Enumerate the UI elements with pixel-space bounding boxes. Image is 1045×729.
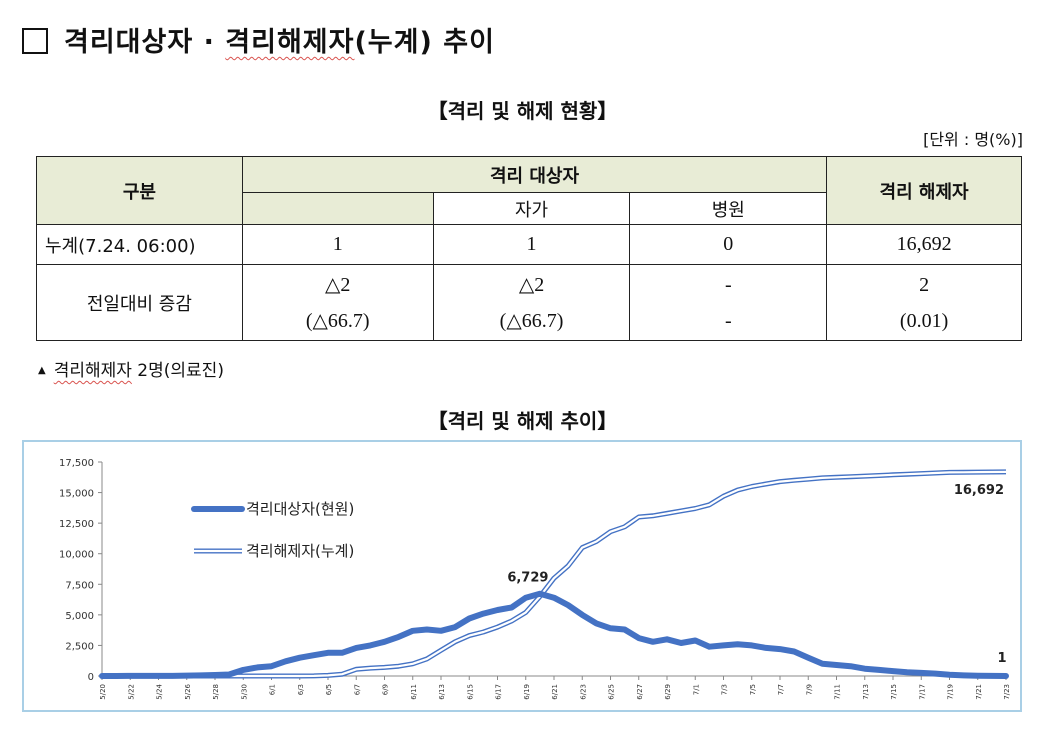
page-heading: 격리대상자 · 격리해제자(누계) 추이 <box>22 20 495 59</box>
x-tick-label: 6/17 <box>495 684 503 700</box>
x-tick-label: 5/26 <box>184 683 192 699</box>
y-tick-label: 12,500 <box>59 519 94 530</box>
x-tick-label: 6/11 <box>410 684 418 700</box>
cell-change-released: 2 (0.01) <box>826 264 1022 341</box>
legend-label-released: 격리해제자(누계) <box>246 542 354 560</box>
released-end-label: 16,692 <box>954 483 1004 498</box>
x-tick-label: 5/24 <box>156 683 164 699</box>
x-tick-label: 5/30 <box>240 684 248 700</box>
cell-total-released: 16,692 <box>826 224 1022 265</box>
cell-change-hospital: - - <box>629 264 828 341</box>
series-lines <box>99 469 1009 679</box>
chart-legend: 격리대상자(현원) 격리해제자(누계) <box>191 500 354 560</box>
x-tick-label: 6/15 <box>466 684 474 700</box>
row-label-total: 누계(7.24. 06:00) <box>36 224 243 265</box>
change-percent: (△66.7) <box>305 309 370 332</box>
x-tick-label: 7/3 <box>721 684 729 695</box>
x-tick-label: 7/15 <box>890 684 898 700</box>
chart-frame: 0 2,500 5,000 7,500 10,000 12,500 15,000 17,500… <box>22 440 1022 712</box>
chart-axes <box>101 462 1006 677</box>
legend-label-current: 격리대상자(현원) <box>246 500 354 518</box>
x-tick-label: 6/13 <box>438 684 446 700</box>
x-tick-label: 6/9 <box>382 684 390 695</box>
cell-total-isolated: 1 <box>241 224 434 265</box>
y-tick-label: 17,500 <box>59 458 94 469</box>
x-tick-label: 6/1 <box>269 684 277 695</box>
x-tick-label: 7/23 <box>1003 684 1011 700</box>
y-tick-label: 10,000 <box>59 550 94 561</box>
y-tick-label: 2,500 <box>65 641 94 652</box>
x-tick-label: 6/23 <box>579 684 587 700</box>
x-tick-label: 6/7 <box>353 684 361 695</box>
header-hospital: 병원 <box>629 192 828 225</box>
y-tick-label: 7,500 <box>65 580 94 591</box>
isolation-status-table: 구분 격리 대상자 격리 해제자 자가 병원 누계(7.24. 06:00) 1… <box>36 156 1022 341</box>
peak-data-label: 6,729 <box>507 571 548 586</box>
series-line-released-inner <box>102 470 1007 678</box>
change-percent: (△66.7) <box>499 309 564 332</box>
heading-text-c: (누계) 추이 <box>354 27 495 58</box>
series-line-current <box>99 590 1009 679</box>
header-blank <box>241 192 434 225</box>
change-percent: - <box>724 309 732 332</box>
checkbox-square-icon <box>22 28 48 54</box>
change-value: △2 <box>325 273 351 296</box>
x-tick-label: 7/11 <box>834 684 842 700</box>
trend-chart: 0 2,500 5,000 7,500 10,000 12,500 15,000 17,500… <box>59 458 1011 700</box>
header-isolated: 격리 대상자 <box>241 156 828 193</box>
x-tick-label: 7/17 <box>918 684 926 700</box>
chart-title: 【격리 및 해제 추이】 <box>427 409 618 433</box>
x-tick-label: 7/1 <box>692 684 700 695</box>
cell-change-self: △2 (△66.7) <box>432 264 631 341</box>
x-tick-label: 7/9 <box>805 684 813 695</box>
footnote-text-a: 격리해제자 <box>53 361 132 381</box>
x-tick-label: 5/20 <box>99 684 107 700</box>
x-tick-label: 7/5 <box>749 684 757 695</box>
cell-total-hospital: 0 <box>629 224 828 265</box>
series-line-released <box>102 469 1007 679</box>
unit-label: [단위 : 명(%)] <box>923 130 1023 149</box>
x-tick-label: 6/19 <box>523 684 531 700</box>
change-value: - <box>724 273 732 296</box>
table-row: 전일대비 증감 △2 (△66.7) △2 (△66.7) - - 2 (0.0… <box>36 264 1022 341</box>
x-tick-label: 5/28 <box>212 684 220 700</box>
x-tick-label: 6/29 <box>664 684 672 700</box>
x-tick-label: 7/7 <box>777 684 785 695</box>
row-label-change: 전일대비 증감 <box>36 264 243 341</box>
x-tick-label: 6/21 <box>551 684 559 700</box>
cell-change-isolated: △2 (△66.7) <box>241 264 434 341</box>
table-row: 누계(7.24. 06:00) 1 1 0 16,692 <box>36 224 1022 265</box>
header-released: 격리 해제자 <box>826 156 1022 225</box>
change-percent: (0.01) <box>899 309 949 332</box>
y-tick-label: 0 <box>88 672 94 683</box>
y-tick-label: 15,000 <box>59 489 94 500</box>
x-tick-label: 6/27 <box>636 684 644 700</box>
heading-text-b: 격리해제자 <box>225 27 355 58</box>
cell-total-self: 1 <box>432 224 631 265</box>
bullet-icon: ▲ <box>38 365 46 376</box>
y-axis-ticks: 0 2,500 5,000 7,500 10,000 12,500 15,000 17,500 <box>59 458 102 683</box>
header-category: 구분 <box>36 156 243 225</box>
x-tick-label: 6/3 <box>297 684 305 695</box>
table-title: 【격리 및 해제 현황】 <box>427 99 618 123</box>
x-tick-label: 5/22 <box>127 684 135 700</box>
x-tick-label: 7/19 <box>947 684 955 700</box>
footnote-text-b: 2명(의료진) <box>131 361 224 381</box>
header-self: 자가 <box>432 192 631 225</box>
heading-text-a: 격리대상자 · <box>64 27 226 58</box>
x-tick-label: 6/5 <box>325 684 333 695</box>
current-end-label: 1 <box>997 651 1006 666</box>
footnote: ▲ 격리해제자 2명(의료진) <box>38 356 224 381</box>
change-value: △2 <box>518 273 545 296</box>
y-tick-label: 5,000 <box>65 611 94 622</box>
x-tick-label: 6/25 <box>608 684 616 700</box>
change-value: 2 <box>919 273 930 296</box>
data-labels: 6,729 16,692 1 <box>507 483 1006 666</box>
x-tick-label: 7/21 <box>975 684 983 700</box>
x-tick-label: 7/13 <box>862 684 870 700</box>
x-axis-ticks: 5/20 5/22 5/24 5/26 5/28 5/30 6/1 6/3 6/5 6/7 6/9 6… <box>99 676 1011 700</box>
